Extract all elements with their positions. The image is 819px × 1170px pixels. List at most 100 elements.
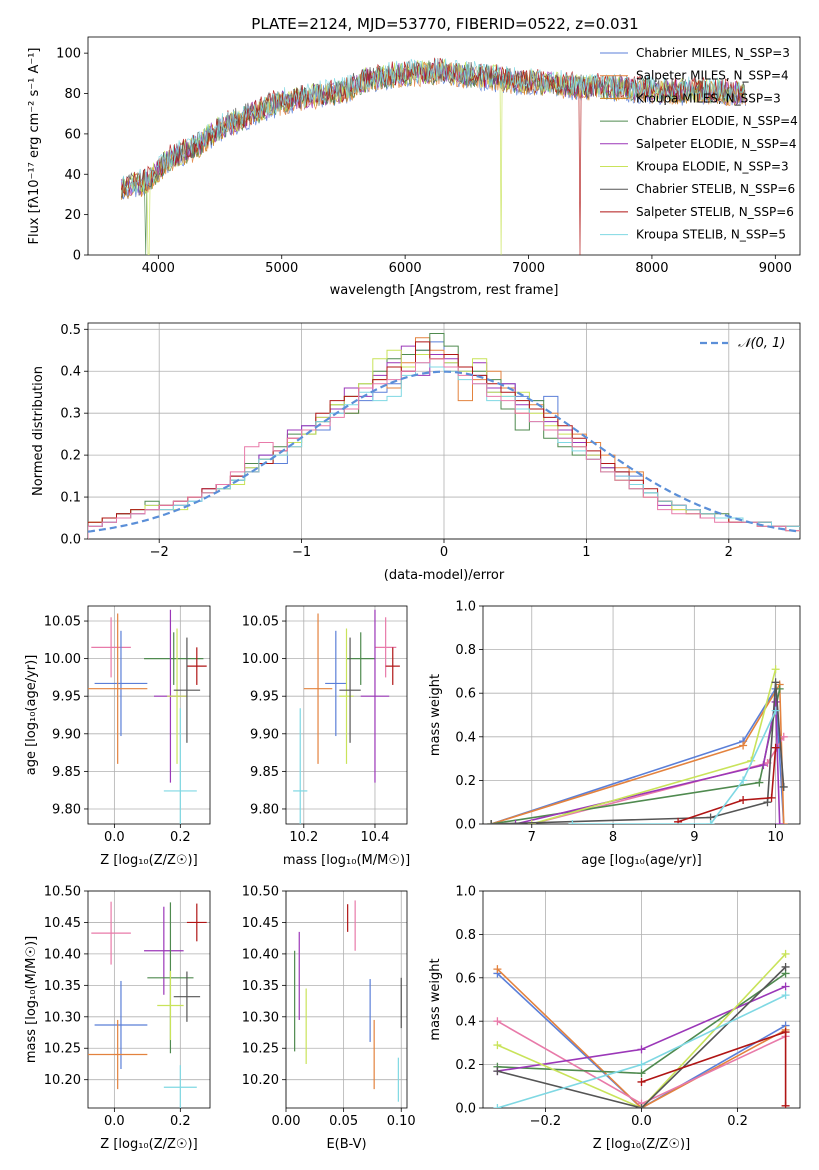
x-tick-label: 1 xyxy=(582,545,590,560)
legend-entry: Chabrier STELIB, N_SSP=6 xyxy=(636,182,795,196)
y-tick-label: 0.4 xyxy=(60,365,81,380)
x-tick-label: 0.2 xyxy=(170,830,191,845)
spectrum-line xyxy=(121,58,746,200)
figure-title: PLATE=2124, MJD=53770, FIBERID=0522, z=0… xyxy=(251,15,638,33)
weight-line xyxy=(496,968,786,1108)
y-tick-label: 1.0 xyxy=(455,885,476,900)
weight-marker xyxy=(493,1104,502,1108)
histogram-step xyxy=(88,358,800,539)
axes-frame xyxy=(87,605,211,825)
x-tick-label: −1 xyxy=(292,545,311,560)
weight-marker xyxy=(637,1069,646,1078)
age-vs-mass-panel: 10.2 10.4 9.80 9.85 9.90 9.95 10.00 10.05 mass [… xyxy=(242,605,410,868)
y-tick-label: 0.4 xyxy=(455,1015,476,1030)
x-tick-label: 10.4 xyxy=(360,830,389,845)
legend-entry: Chabrier MILES, N_SSP=3 xyxy=(636,46,790,60)
x-axis-label: Z [log₁₀(Z/Z☉)] xyxy=(100,853,197,868)
y-tick-label: 9.80 xyxy=(250,802,279,817)
residual-histogram-panel: −2 −1 0 1 2 0.0 0.1 0.2 0.3 0.4 0.5 (data-model)/er… xyxy=(31,322,801,583)
weight-marker xyxy=(739,796,748,805)
y-tick-label: 10.30 xyxy=(242,1010,279,1025)
mass-vs-metallicity-panel: 0.0 0.2 10.20 10.25 10.30 10.35 10.40 10.45 10.5… xyxy=(24,885,211,1152)
x-tick-label: 8000 xyxy=(635,261,668,276)
y-axis-label: age [log₁₀(age/yr)] xyxy=(24,655,39,776)
x-tick-label: −0.2 xyxy=(530,1114,562,1129)
plot-area xyxy=(88,333,800,539)
x-tick-label: 0.0 xyxy=(631,1114,652,1129)
legend-entry: Kroupa ELODIE, N_SSP=3 xyxy=(636,160,789,174)
weight-marker xyxy=(527,820,536,824)
x-axis-label: wavelength [Angstrom, rest frame] xyxy=(330,283,559,298)
y-tick-label: 20 xyxy=(64,208,81,223)
y-tick-label: 0.8 xyxy=(455,928,476,943)
y-tick-label: 0.0 xyxy=(455,818,476,833)
axes-frame xyxy=(285,605,408,825)
legend-entry: Salpeter ELODIE, N_SSP=4 xyxy=(636,137,797,151)
x-tick-label: 8 xyxy=(609,830,617,845)
y-tick-label: 0.8 xyxy=(455,643,476,658)
weight-marker xyxy=(781,1101,790,1108)
y-tick-label: 0.6 xyxy=(455,971,476,986)
weight-marker xyxy=(771,706,780,715)
weight-marker xyxy=(493,1017,502,1026)
y-tick-label: 10.05 xyxy=(242,615,279,630)
y-tick-label: 40 xyxy=(64,168,81,183)
plot-area xyxy=(493,949,790,1108)
y-tick-label: 60 xyxy=(64,127,81,142)
y-axis-label: Flux [fλ10⁻¹⁷ erg cm⁻² s⁻¹ A⁻¹] xyxy=(27,48,42,245)
x-tick-label: 9000 xyxy=(759,261,792,276)
weight-line xyxy=(497,953,787,1108)
x-tick-label: 2 xyxy=(725,545,733,560)
weight-marker xyxy=(493,1067,502,1076)
y-tick-label: 10.45 xyxy=(242,916,279,931)
weight-marker xyxy=(739,776,748,785)
weight-marker xyxy=(775,820,784,824)
legend-entry: Salpeter MILES, N_SSP=4 xyxy=(636,69,789,83)
axes-frame xyxy=(87,890,211,1109)
y-tick-label: 10.35 xyxy=(44,979,81,994)
plot-area xyxy=(293,609,400,824)
y-tick-label: 9.95 xyxy=(250,690,279,705)
x-tick-label: 10.2 xyxy=(289,830,318,845)
y-tick-label: 9.85 xyxy=(52,765,81,780)
y-tick-label: 0.3 xyxy=(60,407,81,422)
y-tick-label: 0.4 xyxy=(455,730,476,745)
y-tick-label: 10.30 xyxy=(44,1010,81,1025)
weight-marker xyxy=(767,793,776,802)
x-tick-label: 0.2 xyxy=(170,1114,191,1129)
mass-vs-extinction-panel: 0.00 0.05 0.10 10.20 10.25 10.30 10.35 10.40 10.… xyxy=(242,885,416,1153)
weight-line xyxy=(490,686,785,824)
weight-marker xyxy=(779,732,788,741)
axes-frame xyxy=(482,605,801,825)
x-axis-label: E(B-V) xyxy=(326,1137,366,1152)
weight-marker xyxy=(493,1041,502,1050)
weight-marker xyxy=(771,743,780,752)
y-tick-label: 9.90 xyxy=(52,727,81,742)
y-axis-label: Normed distribution xyxy=(31,366,46,496)
y-axis-label: mass [log₁₀(M/M☉)] xyxy=(24,936,39,1063)
y-tick-label: 9.85 xyxy=(250,765,279,780)
x-tick-label: 7000 xyxy=(512,261,545,276)
weight-marker xyxy=(568,820,577,824)
y-tick-label: 10.00 xyxy=(44,652,81,667)
y-tick-label: 0.6 xyxy=(455,687,476,702)
x-tick-label: 5000 xyxy=(265,261,298,276)
weight-marker xyxy=(781,949,790,958)
y-tick-label: 100 xyxy=(56,47,81,62)
plot-area xyxy=(294,900,402,1102)
x-tick-label: 0.05 xyxy=(329,1114,358,1129)
weight-line xyxy=(515,701,781,824)
y-tick-label: 9.95 xyxy=(52,690,81,705)
weight-marker xyxy=(674,817,683,824)
y-tick-label: 10.50 xyxy=(242,885,279,900)
spectrum-panel: 4000 5000 6000 7000 8000 9000 0 20 40 60 80 100 wave… xyxy=(27,36,801,298)
x-tick-label: 10 xyxy=(767,830,784,845)
axes-frame xyxy=(87,322,801,540)
x-axis-label: Z [log₁₀(Z/Z☉)] xyxy=(593,1137,690,1152)
plot-area xyxy=(120,57,746,255)
weight-marker xyxy=(493,965,502,974)
y-tick-label: 0.5 xyxy=(60,323,81,338)
x-axis-label: Z [log₁₀(Z/Z☉)] xyxy=(100,1137,197,1152)
plot-area xyxy=(487,665,788,824)
gaussian-curve xyxy=(88,370,800,533)
